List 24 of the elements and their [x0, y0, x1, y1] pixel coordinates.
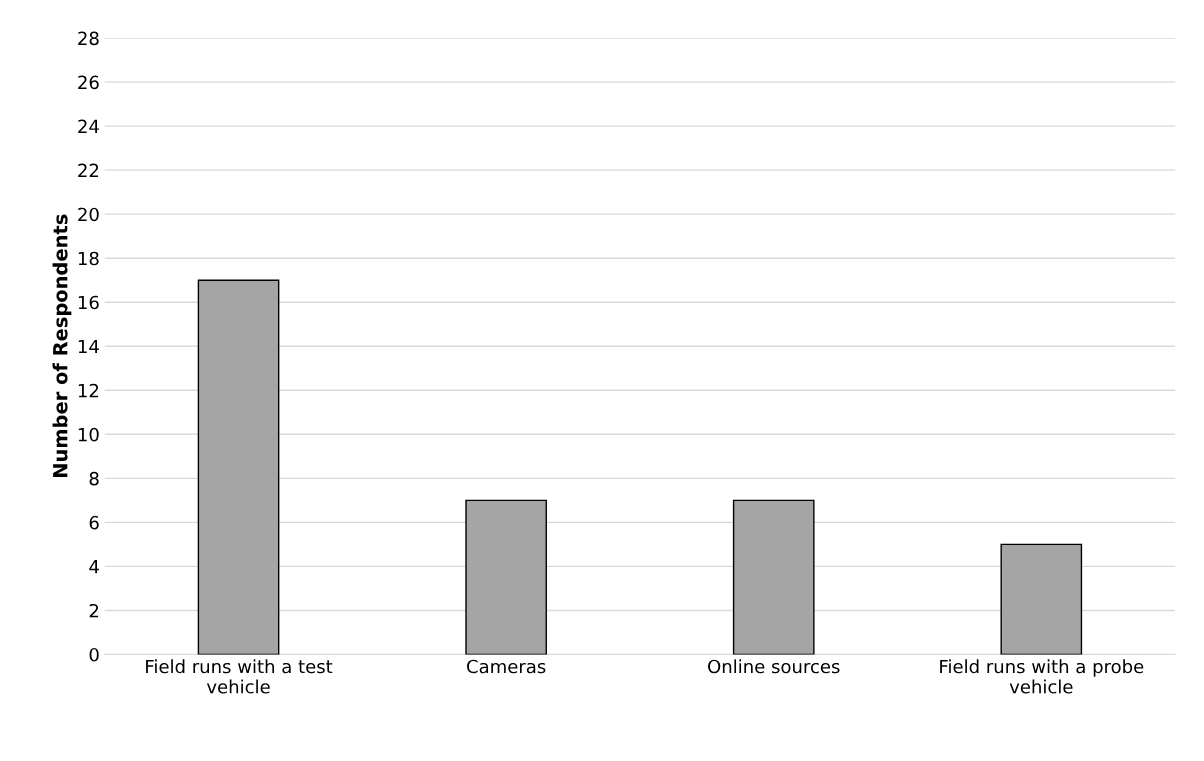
y-tick-label: 24 — [78, 119, 99, 133]
y-tick-label: 18 — [78, 251, 99, 266]
x-tick-label: Online sources — [708, 659, 840, 674]
y-tick-label: 6 — [89, 515, 99, 530]
y-tick-label: 16 — [78, 295, 99, 310]
bar — [197, 279, 280, 655]
y-axis-title: Number of Respondents — [52, 214, 72, 478]
y-tick-label: 8 — [89, 471, 99, 486]
x-tick-label: Cameras — [467, 659, 546, 674]
y-tick-label: 10 — [78, 427, 99, 442]
y-tick-label: 14 — [78, 339, 99, 354]
bar — [732, 499, 815, 655]
y-tick-label: 2 — [89, 603, 99, 618]
y-tick-label: 28 — [78, 31, 99, 46]
x-tick-label: Field runs with a test vehicle — [146, 659, 333, 694]
y-tick-label: 0 — [89, 647, 99, 662]
y-tick-label: 12 — [78, 383, 99, 398]
x-tick-label: Field runs with a probe vehicle — [940, 659, 1144, 694]
bar — [465, 499, 547, 655]
bar — [1000, 543, 1083, 655]
y-tick-label: 22 — [78, 163, 99, 177]
y-tick-label: 4 — [89, 560, 99, 574]
y-tick-label: 26 — [78, 75, 99, 90]
y-tick-label: 20 — [78, 207, 99, 222]
